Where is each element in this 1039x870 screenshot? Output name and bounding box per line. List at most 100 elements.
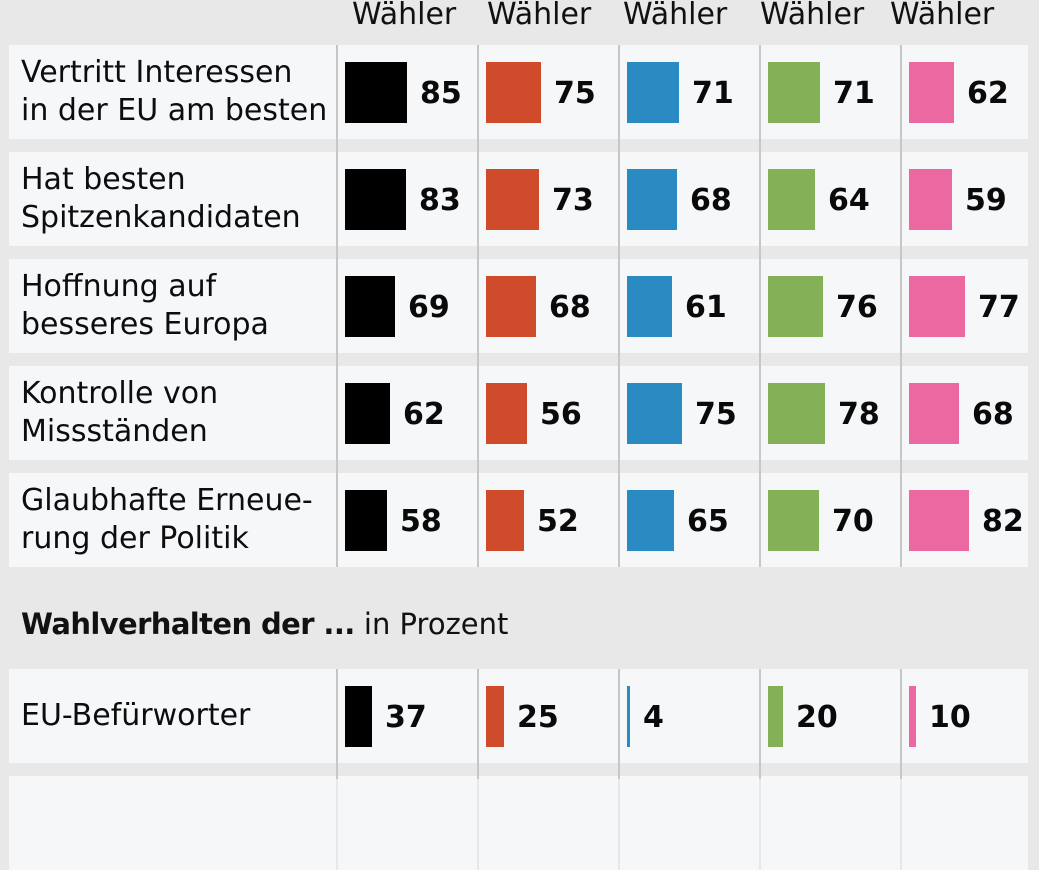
bar-blue <box>627 62 679 123</box>
value-cell: 69 <box>338 259 477 353</box>
value-label: 77 <box>978 290 1020 325</box>
value-cell: 78 <box>761 366 900 460</box>
table-row-partial <box>0 776 1039 870</box>
value-cell: 68 <box>479 259 618 353</box>
value-label: 75 <box>554 76 596 111</box>
value-cell: 62 <box>902 45 1028 139</box>
bar-black <box>345 276 395 337</box>
bar-pink <box>909 62 954 123</box>
value-label: 25 <box>517 700 559 735</box>
value-cell: 68 <box>620 152 759 246</box>
row-label-line: Hat besten <box>21 162 186 197</box>
column-header: Wähler <box>760 0 865 32</box>
value-label: 58 <box>400 504 442 539</box>
value-cell: 71 <box>620 45 759 139</box>
bar-red <box>486 490 524 551</box>
row-label-line: rung der Politik <box>21 521 249 556</box>
bar-green <box>768 276 823 337</box>
column-header: Wähler <box>352 0 457 32</box>
row-label: Kontrolle von Missständen <box>9 366 336 460</box>
table-row: EU-Befürworter 37 25 4 20 10 <box>0 669 1039 763</box>
bar-black <box>345 686 372 747</box>
row-label-line: EU-Befürworter <box>21 698 251 733</box>
value-label: 76 <box>836 290 878 325</box>
bar-green <box>768 490 819 551</box>
bar-red <box>486 169 539 230</box>
value-cell: 20 <box>761 669 900 763</box>
bar-pink <box>909 686 916 747</box>
value-label: 71 <box>692 76 734 111</box>
row-label-line: Spitzenkandidaten <box>21 200 301 235</box>
value-cell: 52 <box>479 473 618 567</box>
column-divider <box>336 45 338 567</box>
value-label: 68 <box>972 397 1014 432</box>
bar-blue <box>627 686 630 747</box>
column-divider <box>336 669 338 779</box>
row-label-line: Hoffnung auf <box>21 269 217 304</box>
bar-red <box>486 686 504 747</box>
value-label: 61 <box>685 290 727 325</box>
value-cell: 64 <box>761 152 900 246</box>
value-cell: 58 <box>338 473 477 567</box>
value-label: 64 <box>828 183 870 218</box>
value-label: 78 <box>838 397 880 432</box>
section-title-bold: Wahlverhalten der ... <box>21 607 355 641</box>
value-label: 68 <box>549 290 591 325</box>
value-cell: 85 <box>338 45 477 139</box>
value-cell <box>761 776 900 870</box>
bar-black <box>345 383 390 444</box>
value-cell: 82 <box>902 473 1028 567</box>
value-cell <box>902 776 1028 870</box>
value-cell: 59 <box>902 152 1028 246</box>
row-label: Hat besten Spitzenkandidaten <box>9 152 336 246</box>
column-divider <box>900 45 902 567</box>
bar-red <box>486 383 527 444</box>
value-label: 68 <box>690 183 732 218</box>
section-title: Wahlverhalten der ... in Prozent <box>21 606 508 642</box>
value-cell: 56 <box>479 366 618 460</box>
value-cell: 25 <box>479 669 618 763</box>
bar-black <box>345 62 407 123</box>
value-cell: 10 <box>902 669 1028 763</box>
value-label: 82 <box>982 504 1024 539</box>
section-title-unit: in Prozent <box>363 607 509 641</box>
value-cell: 76 <box>761 259 900 353</box>
bar-blue <box>627 276 672 337</box>
row-label: EU-Befürworter <box>9 669 336 763</box>
value-label: 65 <box>687 504 729 539</box>
row-label-line: Kontrolle von <box>21 376 219 411</box>
table-row: Glaubhafte Erneue-rung der Politik 58 52 65… <box>0 473 1039 567</box>
table-row: Hat besten Spitzenkandidaten 83 73 68 64 59 <box>0 152 1039 246</box>
table-row: Hoffnung auf besseres Europa 69 68 61 76 77 <box>0 259 1039 353</box>
bar-red <box>486 62 541 123</box>
bar-pink <box>909 490 969 551</box>
column-header: Wähler <box>623 0 728 32</box>
value-cell: 70 <box>761 473 900 567</box>
column-divider <box>759 45 761 567</box>
value-cell: 37 <box>338 669 477 763</box>
value-cell: 4 <box>620 669 759 763</box>
value-cell: 68 <box>902 366 1028 460</box>
value-cell: 62 <box>338 366 477 460</box>
bar-green <box>768 62 820 123</box>
value-label: 62 <box>403 397 445 432</box>
value-label: 85 <box>420 76 462 111</box>
value-label: 4 <box>643 700 664 735</box>
column-divider <box>759 669 761 779</box>
column-divider <box>618 45 620 567</box>
value-label: 83 <box>419 183 461 218</box>
column-header: Wähler <box>487 0 592 32</box>
row-label-line: besseres Europa <box>21 307 269 342</box>
row-label: Glaubhafte Erneue-rung der Politik <box>9 473 336 567</box>
bar-blue <box>627 383 682 444</box>
value-label: 71 <box>833 76 875 111</box>
table-row: Kontrolle von Missständen 62 56 75 78 68 <box>0 366 1039 460</box>
value-label: 59 <box>965 183 1007 218</box>
row-label-line: Vertritt Interessen <box>21 55 293 90</box>
value-cell <box>479 776 618 870</box>
value-label: 52 <box>537 504 579 539</box>
column-divider <box>477 669 479 779</box>
bar-pink <box>909 169 952 230</box>
column-divider <box>477 45 479 567</box>
row-label-line: Glaubhafte Erneue- <box>21 483 313 518</box>
